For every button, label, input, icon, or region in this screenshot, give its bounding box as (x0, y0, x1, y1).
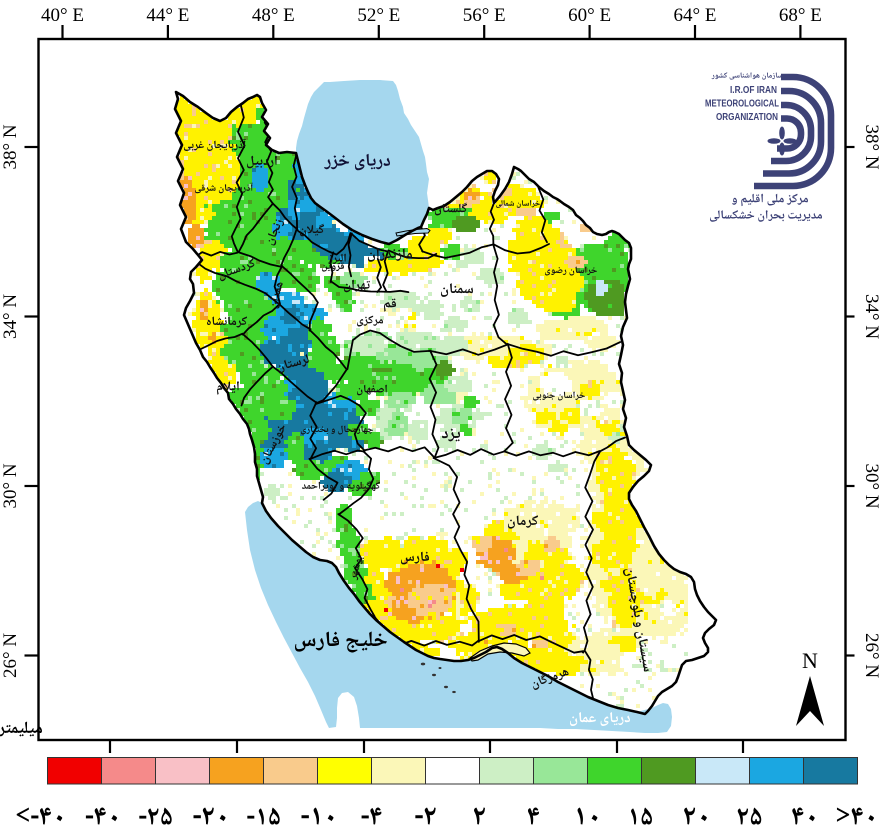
svg-text:METEOROLOGICAL: METEOROLOGICAL (705, 98, 779, 110)
svg-text:34° N: 34° N (0, 294, 21, 339)
svg-text:68° E: 68° E (779, 5, 822, 26)
svg-text:26° N: 26° N (861, 633, 882, 678)
svg-text:48° E: 48° E (252, 5, 295, 26)
svg-text:40° E: 40° E (41, 5, 84, 26)
svg-text:26° N: 26° N (0, 633, 21, 678)
svg-text:38° N: 38° N (0, 124, 21, 169)
svg-text:52° E: 52° E (357, 5, 400, 26)
svg-text:44° E: 44° E (146, 5, 189, 26)
svg-text:38° N: 38° N (861, 124, 882, 169)
svg-text:34° N: 34° N (861, 294, 882, 339)
svg-text:N: N (802, 648, 818, 673)
svg-text:64° E: 64° E (674, 5, 717, 26)
svg-text:30° N: 30° N (0, 463, 21, 508)
svg-text:56° E: 56° E (463, 5, 506, 26)
svg-text:30° N: 30° N (861, 463, 882, 508)
svg-text:60° E: 60° E (568, 5, 611, 26)
svg-text:ORGANIZATION: ORGANIZATION (716, 111, 778, 123)
svg-text:I.R.OF IRAN: I.R.OF IRAN (730, 84, 777, 96)
